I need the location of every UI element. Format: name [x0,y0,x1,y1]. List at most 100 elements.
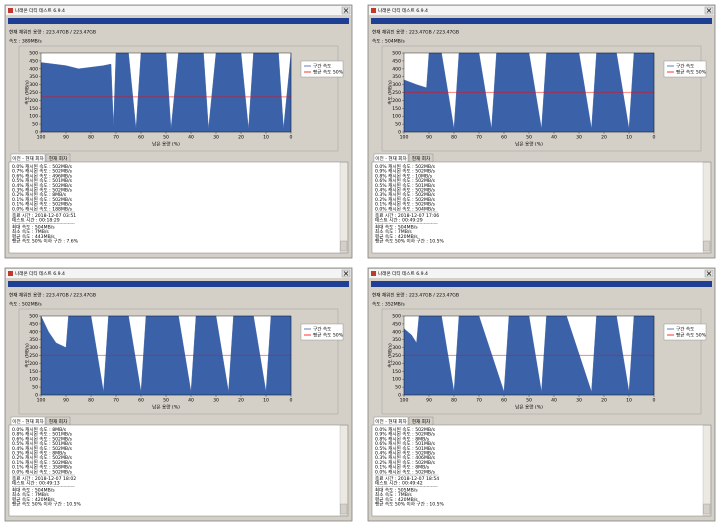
x-tick-label: 0 [290,135,293,141]
y-tick-label: 500 [392,314,401,320]
legend-label: 구간 속도 [676,326,694,333]
scrollbar[interactable] [702,425,711,516]
y-tick-label: 400 [29,329,38,335]
y-tick-label: 50 [32,122,38,128]
y-tick-label: 450 [29,321,38,327]
y-tick-label: 100 [29,377,38,383]
summary-line: 테스트 시간 : 00:18:29 [12,217,60,224]
legend-label: 평균 속도 50% [313,69,344,76]
speed-text: 속도 : 389MB/s [9,38,42,45]
x-tick-label: 20 [601,398,607,404]
progress-bar [371,18,712,24]
legend-label: 평균 속도 50% [676,69,707,76]
x-tick-label: 70 [113,135,119,141]
scrollbar[interactable] [339,162,348,253]
window-title: 나래온 더티 테스트 6.9.4 [378,7,428,14]
x-tick-label: 10 [263,398,269,404]
x-tick-label: 50 [526,135,532,141]
log-line: 0.0% 캐시된 속도 : 504MB/s [375,205,436,212]
scroll-thumb[interactable] [340,240,348,252]
log-line: 0.2% 캐시된 속도 : 502MB/s [375,196,436,203]
x-tick-label: 60 [501,135,507,141]
y-tick-label: 450 [392,321,401,327]
tab-label: 현재 회차 [412,418,431,425]
speed-text: 속도 : 502MB/s [9,301,42,308]
y-tick-label: 400 [392,329,401,335]
window-title: 나래온 더티 테스트 6.9.4 [15,270,65,277]
log-line: 0.8% 캐시된 속도 : 501MB/s [12,431,73,438]
y-tick-label: 0 [398,130,401,136]
log-line: 0.4% 캐시된 속도 : 502MB/s [375,187,436,194]
summary-line: 최소 속도 : 7MB/s [12,491,49,498]
x-tick-label: 10 [626,135,632,141]
x-tick-label: 80 [88,398,94,404]
x-tick-label: 30 [576,398,582,404]
summary-line: 최대 속도 : 505MB/s [375,486,418,493]
log-line: 0.1% 캐시된 속도 : 502MB/s [375,201,436,208]
y-tick-label: 350 [29,74,38,80]
speed-text: 속도 : 352MB/s [372,301,405,308]
summary-line: 평균 속도 : 420MB/s [375,233,418,240]
scrollbar[interactable] [702,162,711,253]
x-tick-label: 80 [451,135,457,141]
y-tick-label: 200 [29,361,38,367]
x-tick-label: 70 [476,135,482,141]
log-line: 0.4% 캐시된 속도 : 502MB/s [12,445,73,452]
y-tick-label: 500 [29,314,38,320]
app-icon [8,271,13,276]
app-window: 나래온 더티 테스트 6.9.4 현재 채워진 용량 : 223.47GB / 2… [4,267,353,522]
legend-box [663,60,707,78]
log-line: 0.1% 캐시된 속도 : 502MB/s [12,196,73,203]
log-line: 0.0% 캐시된 속도 : 502MB/s [375,163,436,170]
log-line: 0.4% 캐시된 속도 : 502MB/s [12,182,73,189]
scrollbar[interactable] [339,425,348,516]
capacity-text: 현재 채워진 용량 : 223.47GB / 223.47GB [372,292,459,299]
x-tick-label: 20 [238,135,244,141]
log-line: 0.5% 캐시된 속도 : 501MB/s [12,440,73,447]
scroll-thumb[interactable] [703,240,711,252]
app-window: 나래온 더티 테스트 6.9.4 현재 채워진 용량 : 223.47GB / 2… [367,4,716,259]
y-axis-label: 속도 (MB/s) [24,343,31,368]
log-box [8,161,349,254]
speed-area [40,315,292,396]
summary-line: 최소 속도 : 7MB/s [12,228,49,235]
progress-bar [8,18,349,24]
log-line: 0.0% 캐시된 속도 : 8MB/s [12,426,67,433]
scroll-thumb[interactable] [340,503,348,515]
x-tick-label: 80 [451,398,457,404]
x-tick-label: 30 [213,135,219,141]
log-line: 0.3% 캐시된 속도 : 8MB/s [12,450,67,457]
y-tick-label: 300 [29,82,38,88]
summary-line: 최소 속도 : 7MB/s [375,491,412,498]
summary-line: 종료 시간 : 2018-12-07 03:51 [12,212,76,219]
tab-label: 현재 회차 [412,155,431,162]
y-axis-label: 속도 (MB/s) [387,343,394,368]
window-title: 나래온 더티 테스트 6.9.4 [15,7,65,14]
log-line: 0.7% 캐시된 속도 : 502MB/s [12,168,73,175]
legend-label: 구간 속도 [313,63,331,70]
legend-label: 구간 속도 [313,326,331,333]
log-line: 0.0% 캐시된 속도 : 502MB/s [12,163,73,170]
legend-label: 평균 속도 50% [313,332,344,339]
log-line: 0.0% 캐시된 속도 : 502MB/s [12,468,73,475]
summary-line: 평균 속도 50% 이하 구간 : 10.5% [375,238,445,245]
y-tick-label: 0 [35,130,38,136]
log-line: 0.8% 캐시된 속도 : 8MB/s [375,435,430,442]
tab-label: 이전 - 현재 회차 [375,155,407,162]
y-tick-label: 500 [392,51,401,57]
summary-line: 테스트 시간 : 00:49:42 [375,480,423,487]
x-axis-label: 남은 용량 (%) [515,404,543,411]
x-tick-label: 100 [400,135,409,141]
scroll-thumb[interactable] [703,503,711,515]
summary-line: 최대 속도 : 504MB/s [375,223,418,230]
y-tick-label: 300 [392,82,401,88]
x-tick-label: 100 [37,398,46,404]
y-tick-label: 50 [32,385,38,391]
x-tick-label: 80 [88,135,94,141]
x-axis-label: 남은 용량 (%) [152,141,180,148]
log-line: 0.6% 캐시된 속도 : 502MB/s [12,435,73,442]
summary-line: 평균 속도 : 420MB/s [375,496,418,503]
log-line: 0.2% 캐시된 속도 : 502MB/s [375,459,436,466]
x-tick-label: 70 [476,398,482,404]
title-bar [369,6,714,15]
